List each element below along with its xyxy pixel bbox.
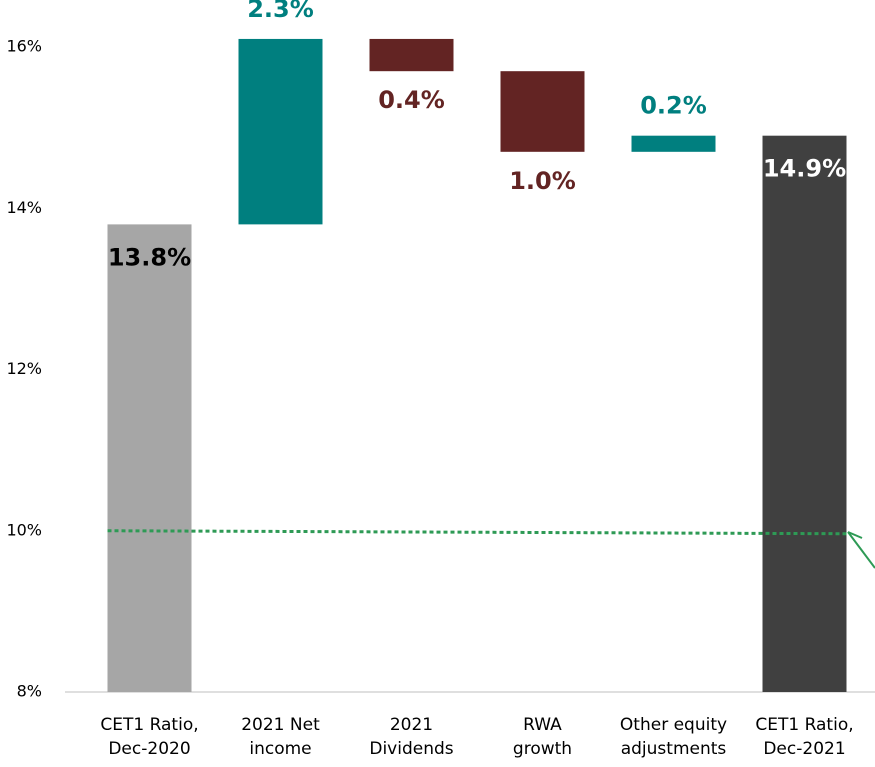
- x-tick-label: 2021 Dividends: [369, 715, 453, 759]
- reference-line: [107, 529, 849, 536]
- bar: [631, 135, 716, 152]
- value-label: 14.9%: [763, 155, 846, 183]
- value-label: 13.8%: [108, 243, 191, 271]
- x-tick-label-line: RWA: [523, 715, 562, 735]
- x-tick-label-line: growth: [513, 739, 572, 759]
- y-tick-label: 16%: [6, 37, 42, 56]
- x-tick-label: 2021 Net income: [241, 715, 320, 759]
- bar: [238, 38, 323, 225]
- value-label: 2.3%: [247, 0, 314, 23]
- y-tick-label: 8%: [17, 682, 42, 701]
- x-tick-label: Other equity adjustments: [620, 715, 727, 759]
- y-tick-label: 10%: [6, 520, 42, 539]
- bar: [500, 71, 585, 152]
- x-tick-label: CET1 Ratio, Dec-2020: [100, 715, 198, 759]
- x-tick-label-line: income: [249, 739, 311, 759]
- x-tick-label-line: 2021 Net: [241, 715, 320, 735]
- x-tick-label-line: Dec-2021: [763, 739, 845, 759]
- callout-arrow-head: [847, 531, 863, 539]
- x-tick-label-line: CET1 Ratio,: [755, 715, 853, 735]
- value-label: 0.2%: [640, 92, 707, 120]
- x-tick-label-line: Dividends: [369, 739, 453, 759]
- y-tick-label: 12%: [6, 359, 42, 378]
- x-tick-label: CET1 Ratio, Dec-2021: [755, 715, 853, 759]
- value-label: 0.4%: [378, 86, 445, 114]
- x-tick-label-line: Other equity: [620, 715, 727, 735]
- x-tick-label-line: CET1 Ratio,: [100, 715, 198, 735]
- x-tick-label-line: adjustments: [621, 739, 727, 759]
- bar: [369, 38, 454, 72]
- x-tick-label: RWA growth: [513, 715, 572, 759]
- callout-arrow: [847, 531, 875, 569]
- bar: [762, 135, 847, 692]
- bar: [107, 224, 192, 692]
- y-tick-label: 14%: [6, 198, 42, 217]
- x-tick-label-line: Dec-2020: [108, 739, 190, 759]
- x-tick-label-line: 2021: [390, 715, 433, 735]
- value-label: 1.0%: [509, 167, 576, 195]
